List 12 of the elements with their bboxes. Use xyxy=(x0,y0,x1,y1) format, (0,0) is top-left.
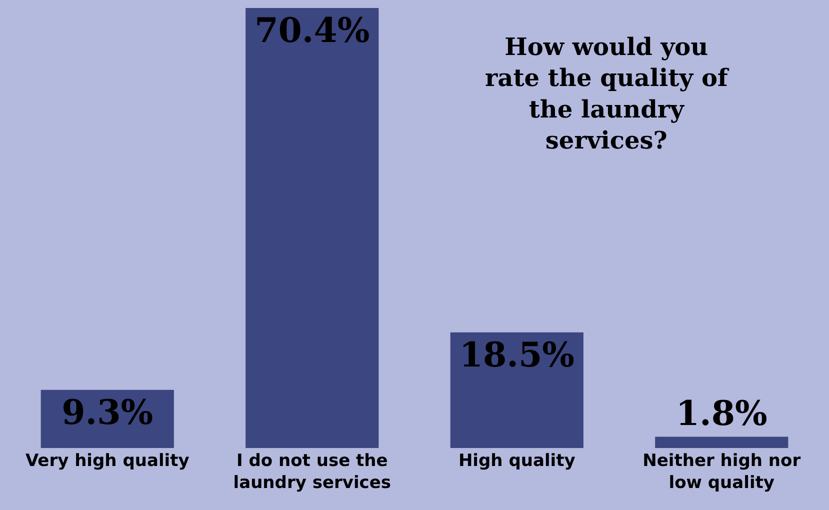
data-label: 70.4% xyxy=(254,11,370,51)
text: How would you rate the quality of the laundry services? xyxy=(485,32,730,155)
x-tick-label: High quality xyxy=(458,451,576,471)
data-label: 1.8% xyxy=(676,394,768,434)
x-tick-label: Neither high nor low quality xyxy=(642,451,802,494)
bar xyxy=(450,332,584,448)
bar xyxy=(246,8,379,448)
x-tick-label: Very high quality xyxy=(25,451,190,471)
data-label: 18.5% xyxy=(459,335,574,376)
data-label: 9.3% xyxy=(62,392,154,433)
x-tick-label: I do not use the laundry services xyxy=(233,451,391,494)
bar xyxy=(655,436,788,448)
